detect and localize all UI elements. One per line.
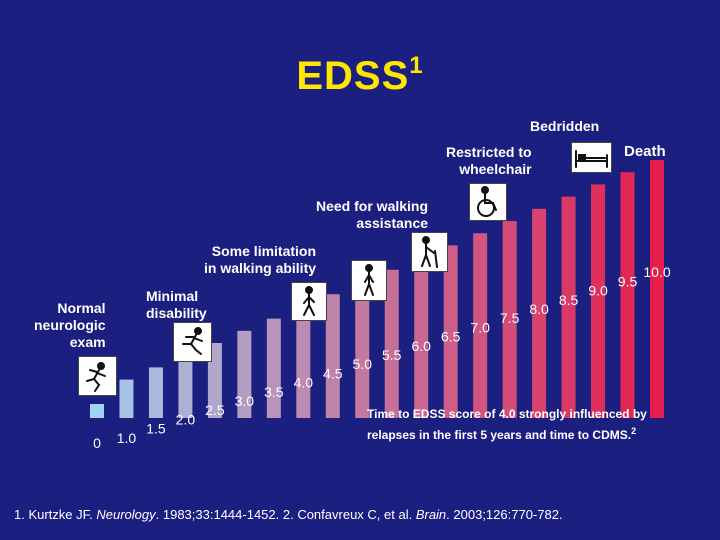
edss-bar-1.5 [148,367,163,418]
edss-score-label-2.0: 2.0 [176,411,196,427]
edss-bar-5.5 [384,269,399,418]
slide-title: EDSS1 [296,52,424,98]
edss-score-label-0: 0 [93,435,101,451]
walking-person-icon [291,282,327,321]
label-wheelchair: Restricted to wheelchair [446,144,532,177]
edss-score-label-4.5: 4.5 [323,365,343,381]
edss-bar-6.5 [443,245,458,418]
edss-bar-1.0 [119,379,134,418]
edss-score-label-4.0: 4.0 [294,375,314,391]
edss-score-label-7.5: 7.5 [500,310,520,326]
edss-bar-8.0 [532,208,547,418]
bed-icon [571,142,612,173]
edss-score-label-8.0: 8.0 [529,301,549,317]
edss-bar-3.0 [237,330,252,418]
wheelchair-icon [469,183,507,221]
edss-bar-10.0 [650,160,664,418]
edss-score-label-6.0: 6.0 [411,338,431,354]
edss-score-label-8.5: 8.5 [559,292,579,308]
running-person-icon [173,322,212,362]
edss-bar-7.0 [473,233,488,418]
walking-with-cane-icon [411,232,448,272]
edss-score-label-5.5: 5.5 [382,347,402,363]
edss-bar-4.0 [296,306,311,418]
edss-bar-2.0 [178,355,193,418]
running-person-icon [78,356,117,396]
edss-bar-8.5 [561,196,576,418]
edss-score-label-3.5: 3.5 [264,384,284,400]
edss-score-label-1.5: 1.5 [146,421,166,437]
label-minimal-disability: Minimal disability [146,288,207,321]
edss-bar-6.0 [414,257,429,418]
edss-score-label-7.0: 7.0 [470,319,490,335]
edss-score-label-9.5: 9.5 [618,273,638,289]
edss-bar-7.5 [502,221,517,418]
note-text: Time to EDSS score of 4.0 strongly influ… [367,407,647,442]
edss-bar-5.0 [355,282,370,418]
edss-score-label-9.0: 9.0 [588,283,608,299]
label-death: Death [624,143,666,160]
label-walking-assistance: Need for walking assistance [316,198,429,231]
edss-score-label-10.0: 10.0 [643,264,670,280]
edss-bar-9.5 [620,172,635,418]
label-normal-exam: Normal neurologic exam [34,300,106,350]
edss-score-label-2.5: 2.5 [205,402,225,418]
edss-bar-3.5 [266,318,281,418]
edss-score-label-3.0: 3.0 [235,393,255,409]
walking-person-icon [351,260,387,301]
reference-text: 1. Kurtzke JF. Neurology. 1983;33:1444-1… [14,507,563,522]
edss-bar-9.0 [591,184,606,418]
edss-score-label-1.0: 1.0 [117,430,137,446]
edss-bar-0 [90,404,104,418]
label-bedridden: Bedridden [530,118,600,134]
label-some-limitation: Some limitation in walking ability [204,243,317,276]
edss-score-label-6.5: 6.5 [441,329,461,345]
edss-bar-4.5 [325,294,340,418]
edss-score-label-5.0: 5.0 [353,356,373,372]
